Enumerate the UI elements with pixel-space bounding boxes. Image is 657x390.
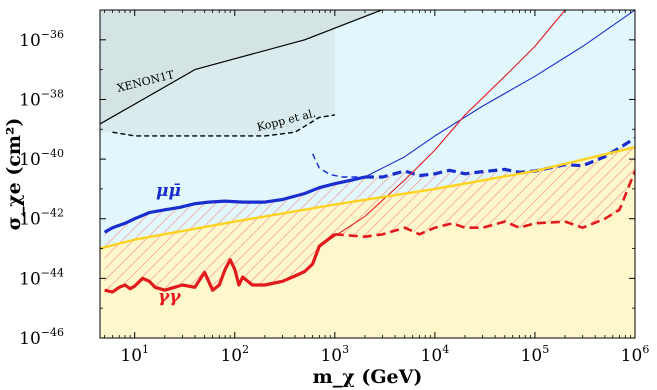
x-tick-label: 105 bbox=[521, 343, 550, 366]
y-tick-exponent: −42 bbox=[41, 207, 64, 220]
series-line--dashed- bbox=[334, 170, 635, 238]
series-line-kopp-et-al- bbox=[112, 114, 335, 137]
mumu-label: μμ̄ bbox=[156, 181, 181, 201]
y-tick-exponent: −36 bbox=[41, 28, 64, 41]
plot-frame bbox=[99, 9, 636, 339]
series-line-gold bbox=[100, 146, 635, 250]
series-line-- bbox=[104, 233, 336, 294]
gamma-label: γγ bbox=[158, 287, 181, 307]
y-tick-label: 10−42 bbox=[19, 207, 64, 230]
series-line--thin-solid- bbox=[364, 10, 635, 178]
x-tick-exponent: 1 bbox=[142, 343, 149, 356]
series-line--thin-dashed- bbox=[311, 153, 365, 178]
x-tick-label: 104 bbox=[421, 343, 450, 366]
series-line-- bbox=[103, 175, 366, 234]
series-line--thin-solid- bbox=[318, 10, 566, 247]
y-tick-label: 10−44 bbox=[19, 266, 64, 289]
x-tick-exponent: 6 bbox=[642, 343, 649, 356]
y-tick-label: 10−36 bbox=[19, 28, 64, 51]
lines-layer bbox=[100, 10, 635, 294]
kopp-region bbox=[100, 10, 335, 136]
y-tick-exponent: −40 bbox=[41, 147, 64, 160]
y-axis-title: σ_χe (cm²) bbox=[3, 118, 25, 231]
x-tick-label: 101 bbox=[120, 343, 149, 366]
x-tick-exponent: 3 bbox=[342, 343, 349, 356]
x-tick-label: 103 bbox=[320, 343, 349, 366]
y-tick-exponent: −46 bbox=[41, 326, 64, 339]
x-axis-title: m_χ (GeV) bbox=[313, 366, 423, 388]
x-tick-label: 102 bbox=[220, 343, 249, 366]
y-tick-exponent: −38 bbox=[41, 87, 64, 100]
x-tick-exponent: 5 bbox=[542, 343, 549, 356]
series-line-xenon1t bbox=[100, 10, 483, 125]
y-tick-label: 10−38 bbox=[19, 87, 64, 110]
x-tick-exponent: 2 bbox=[242, 343, 249, 356]
y-tick-exponent: −44 bbox=[41, 266, 64, 279]
x-tick-exponent: 4 bbox=[442, 343, 449, 356]
y-tick-label: 10−46 bbox=[19, 326, 64, 349]
y-tick-label: 10−40 bbox=[19, 147, 64, 170]
x-tick-label: 106 bbox=[621, 343, 650, 366]
